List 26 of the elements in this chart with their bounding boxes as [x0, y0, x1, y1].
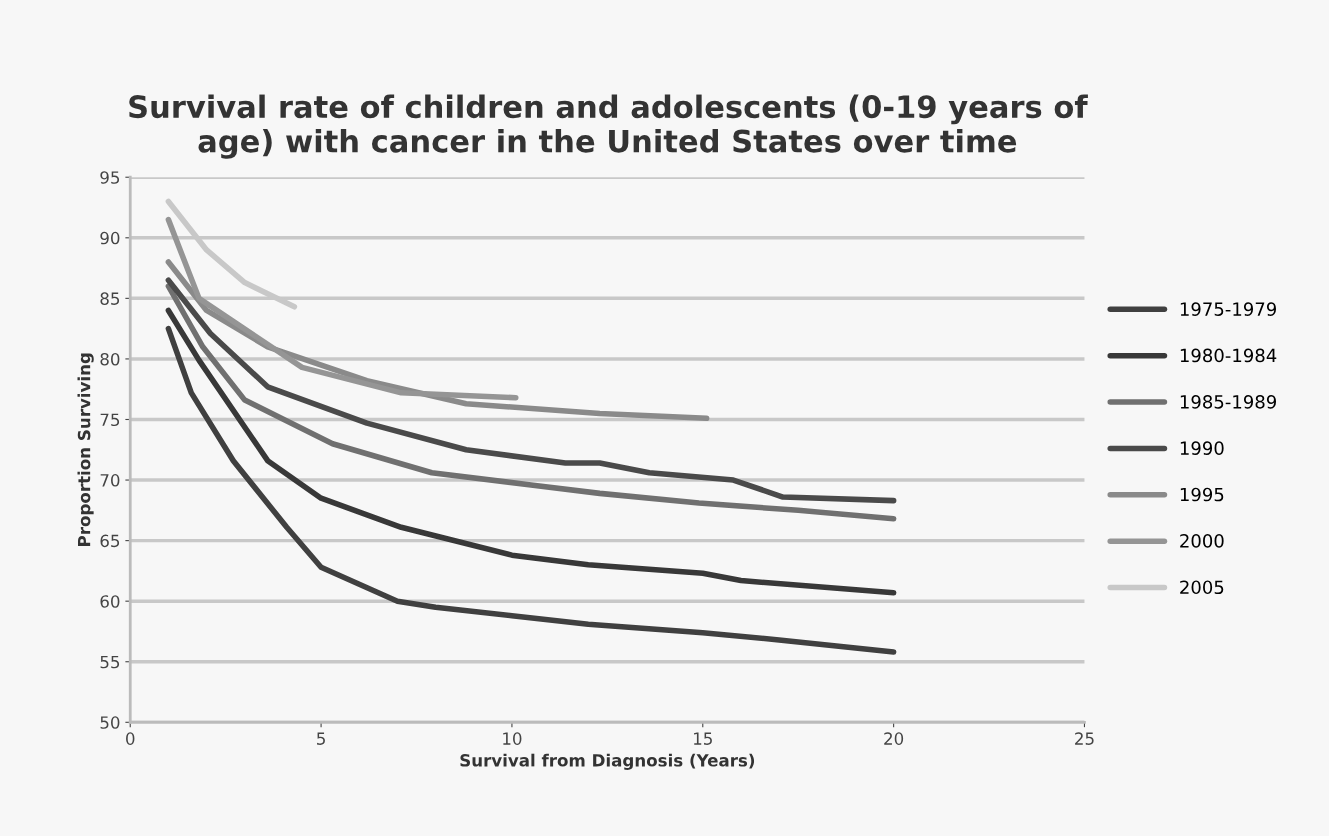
y-tick-label: 90: [100, 231, 120, 245]
legend-label: 2000: [1180, 534, 1224, 548]
y-tick-label: 55: [100, 655, 120, 669]
x-tick-label: 5: [317, 732, 325, 745]
legend-label: 1980-1984: [1180, 348, 1277, 363]
y-tick-label: 60: [100, 595, 120, 608]
x-tick-label: 0: [126, 732, 135, 745]
legend-label: 1975-1979: [1180, 302, 1277, 316]
x-tick-label: 15: [694, 732, 712, 745]
legend-label: 1985-1989: [1180, 394, 1277, 409]
legend-label: 1990: [1180, 441, 1224, 456]
y-tick-label: 85: [100, 292, 120, 305]
y-tick-label: 80: [100, 352, 120, 366]
y-tick-label: 95: [100, 171, 120, 184]
x-tick-label: 25: [1075, 732, 1094, 745]
legend-label: 1995: [1180, 487, 1224, 502]
legend-label: 2005: [1180, 580, 1224, 595]
chart-title: Survival rate of children and adolescents (0-19 years of age) with cancer in the United States over time: [129, 94, 1088, 159]
x-axis-title: Survival from Diagnosis (Years): [460, 753, 755, 770]
x-tick-label: 10: [503, 732, 522, 745]
y-tick-label: 50: [100, 716, 120, 729]
y-tick-label: 65: [100, 534, 120, 548]
x-tick-label: 20: [884, 732, 904, 745]
y-tick-label: 75: [100, 413, 120, 427]
y-axis-title: Proportion Surviving: [77, 353, 94, 546]
y-tick-label: 70: [100, 474, 120, 487]
